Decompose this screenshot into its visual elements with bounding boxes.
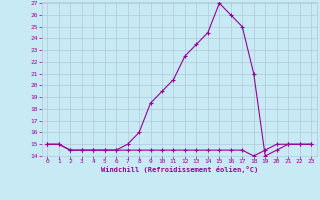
X-axis label: Windchill (Refroidissement éolien,°C): Windchill (Refroidissement éolien,°C) — [100, 166, 258, 173]
